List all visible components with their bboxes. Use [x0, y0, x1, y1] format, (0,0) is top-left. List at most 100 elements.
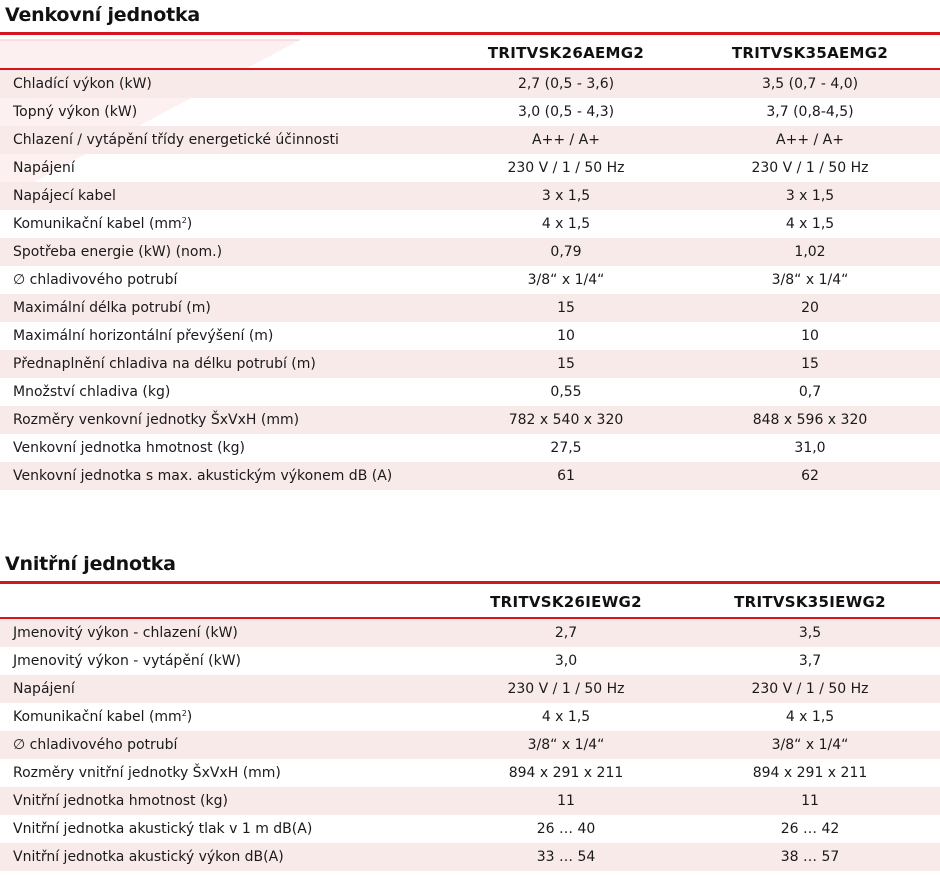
spec-value: 2,7 (0,5 - 3,6): [517, 76, 615, 92]
table-row: Napájení 230 V / 1 / 50 Hz 230 V / 1 / 50 …: [0, 675, 940, 703]
spec-value: A++ / A+: [532, 132, 600, 148]
spec-value: 894 x 291 x 211: [508, 765, 624, 781]
table-row: Venkovní jednotka hmotnost (kg) 27,5 31,0: [0, 434, 940, 462]
table-row: Chladící výkon (kW) 2,7 (0,5 - 3,6) 3,5 (0…: [0, 70, 940, 98]
spec-value: 15: [801, 356, 819, 372]
spec-value: A++ / A+: [776, 132, 844, 148]
spec-value: 15: [557, 300, 575, 316]
spec-label: Vnitřní jednotka hmotnost (kg): [13, 793, 228, 809]
spec-value: 26 … 42: [780, 821, 840, 837]
spec-value: 3 x 1,5: [541, 188, 591, 204]
outdoor-unit-section: Venkovní jednotka TRITVSK26AEMG2 TRITVSK…: [0, 0, 940, 490]
spec-value: 15: [557, 356, 575, 372]
table-row: Jmenovitý výkon - vytápění (kW) 3,0 3,7: [0, 647, 940, 675]
spec-value: 848 x 596 x 320: [752, 412, 868, 428]
spec-table: Jmenovitý výkon - chlazení (kW) 2,7 3,5 Jme…: [0, 619, 940, 871]
spec-label: Množství chladiva (kg): [13, 384, 171, 400]
table-row: Množství chladiva (kg) 0,55 0,7: [0, 378, 940, 406]
model-header: TRITVSK35IEWG2: [734, 593, 886, 611]
spec-label: Jmenovitý výkon - chlazení (kW): [13, 625, 238, 641]
spec-label: Napájení: [13, 681, 75, 697]
spec-label: ∅ chladivového potrubí: [13, 737, 178, 753]
table-row: Maximální horizontální převýšení (m) 10 10: [0, 322, 940, 350]
spec-value: 3 x 1,5: [785, 188, 835, 204]
spec-value: 230 V / 1 / 50 Hz: [751, 160, 869, 176]
spec-value: 3,0: [554, 653, 578, 669]
table-row: Vnitřní jednotka hmotnost (kg) 11 11: [0, 787, 940, 815]
spec-value: 782 x 540 x 320: [508, 412, 624, 428]
spec-label: Topný výkon (kW): [13, 104, 138, 120]
spec-label: Venkovní jednotka s max. akustickým výko…: [13, 468, 393, 484]
table-row: Vnitřní jednotka akustický tlak v 1 m dB…: [0, 815, 940, 843]
spec-label: Maximální délka potrubí (m): [13, 300, 211, 316]
spec-value: 2,7: [554, 625, 578, 641]
spec-value: 11: [801, 793, 819, 809]
table-row: Rozměry venkovní jednotky ŠxVxH (mm) 782 …: [0, 406, 940, 434]
spec-label: ∅ chladivového potrubí: [13, 272, 178, 288]
spec-label: Spotřeba energie (kW) (nom.): [13, 244, 223, 260]
spec-value: 62: [801, 468, 819, 484]
spec-value: 3,5: [798, 625, 822, 641]
spec-value: 3/8“ x 1/4“: [771, 737, 849, 753]
spec-value: 0,79: [550, 244, 582, 260]
section-title: Venkovní jednotka: [0, 0, 940, 35]
table-row: ∅ chladivového potrubí 3/8“ x 1/4“ 3/8“ x …: [0, 266, 940, 294]
table-row: Jmenovitý výkon - chlazení (kW) 2,7 3,5: [0, 619, 940, 647]
spec-value: 4 x 1,5: [785, 709, 835, 725]
spec-label: Komunikační kabel (mm2): [13, 709, 193, 725]
spec-value: 61: [557, 468, 575, 484]
table-row: Přednaplnění chladiva na délku potrubí (…: [0, 350, 940, 378]
spec-label: Napájecí kabel: [13, 188, 116, 204]
spec-value: 10: [801, 328, 819, 344]
spec-label: Přednaplnění chladiva na délku potrubí (…: [13, 356, 316, 372]
spec-value: 11: [557, 793, 575, 809]
spec-label: Maximální horizontální převýšení (m): [13, 328, 274, 344]
spec-value: 3,5 (0,7 - 4,0): [761, 76, 859, 92]
table-row: Napájecí kabel 3 x 1,5 3 x 1,5: [0, 182, 940, 210]
spec-label: Chladící výkon (kW): [13, 76, 152, 92]
spec-value: 26 … 40: [536, 821, 596, 837]
table-row: Komunikační kabel (mm2) 4 x 1,5 4 x 1,5: [0, 703, 940, 731]
spec-value: 894 x 291 x 211: [752, 765, 868, 781]
spec-label: Vnitřní jednotka akustický tlak v 1 m dB…: [13, 821, 313, 837]
spec-value: 1,02: [794, 244, 826, 260]
table-row: ∅ chladivového potrubí 3/8“ x 1/4“ 3/8“ x …: [0, 731, 940, 759]
spec-value: 230 V / 1 / 50 Hz: [507, 160, 625, 176]
table-row: Chlazení / vytápění třídy energetické úč…: [0, 126, 940, 154]
spec-value: 3,7 (0,8-4,5): [766, 104, 854, 120]
spec-label: Chlazení / vytápění třídy energetické úč…: [13, 132, 339, 148]
spec-value: 3,7: [798, 653, 822, 669]
spec-value: 0,7: [798, 384, 822, 400]
spec-value: 3/8“ x 1/4“: [771, 272, 849, 288]
spec-value: 10: [557, 328, 575, 344]
spec-label: Rozměry venkovní jednotky ŠxVxH (mm): [13, 412, 300, 428]
spec-label: Venkovní jednotka hmotnost (kg): [13, 440, 246, 456]
table-row: Spotřeba energie (kW) (nom.) 0,79 1,02: [0, 238, 940, 266]
spec-table: Chladící výkon (kW) 2,7 (0,5 - 3,6) 3,5 (0…: [0, 70, 940, 490]
table-row: Vnitřní jednotka akustický výkon dB(A) 33…: [0, 843, 940, 871]
model-header: TRITVSK26IEWG2: [490, 593, 642, 611]
spec-value: 3/8“ x 1/4“: [527, 737, 605, 753]
spec-value: 33 … 54: [536, 849, 596, 865]
table-row: Venkovní jednotka s max. akustickým výko…: [0, 462, 940, 490]
model-header: TRITVSK26AEMG2: [487, 44, 645, 62]
spec-value: 38 … 57: [780, 849, 840, 865]
table-row: Rozměry vnitřní jednotky ŠxVxH (mm) 894 x…: [0, 759, 940, 787]
table-row: Komunikační kabel (mm2) 4 x 1,5 4 x 1,5: [0, 210, 940, 238]
spec-value: 0,55: [550, 384, 582, 400]
spec-value: 230 V / 1 / 50 Hz: [751, 681, 869, 697]
table-header: TRITVSK26IEWG2 TRITVSK35IEWG2: [0, 584, 940, 619]
spec-value: 3,0 (0,5 - 4,3): [517, 104, 615, 120]
table-row: Maximální délka potrubí (m) 15 20: [0, 294, 940, 322]
spec-label: Komunikační kabel (mm2): [13, 216, 193, 232]
section-title: Vnitřní jednotka: [0, 549, 940, 584]
spec-value: 4 x 1,5: [541, 709, 591, 725]
spec-value: 4 x 1,5: [785, 216, 835, 232]
spec-label: Napájení: [13, 160, 75, 176]
table-header: TRITVSK26AEMG2 TRITVSK35AEMG2: [0, 35, 940, 70]
spec-value: 230 V / 1 / 50 Hz: [507, 681, 625, 697]
spec-value: 3/8“ x 1/4“: [527, 272, 605, 288]
spec-value: 27,5: [550, 440, 582, 456]
model-header: TRITVSK35AEMG2: [731, 44, 889, 62]
spec-label: Vnitřní jednotka akustický výkon dB(A): [13, 849, 284, 865]
